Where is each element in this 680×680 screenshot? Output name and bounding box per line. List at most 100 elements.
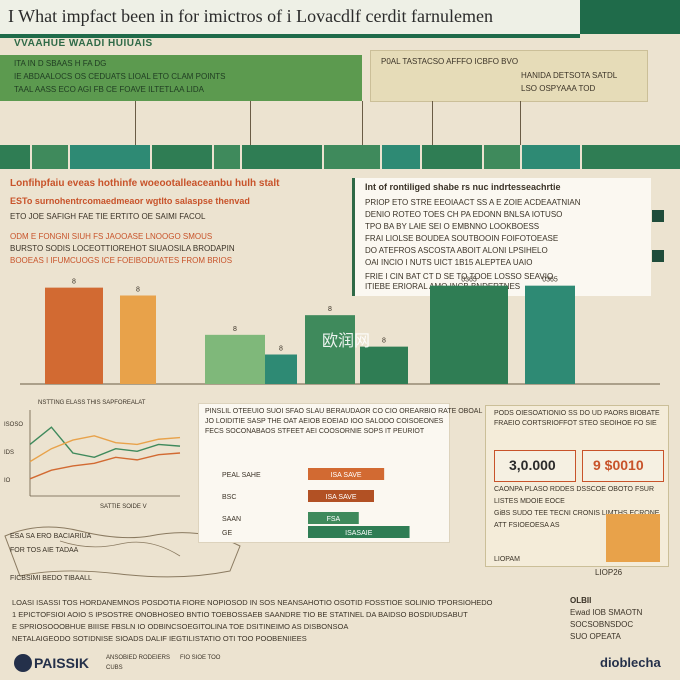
- panel-line: FRAI LIOLSE BOUDEA SOUTBOOIN FOIFOTOEASE: [365, 234, 559, 243]
- footer-line: E SPRIOSOOOBHUE BIIISE FBSLN IO ODBINCSO…: [12, 622, 349, 631]
- footer-line: NETALAIGEODO SOTIDNISE SIOADS DALIF IEGT…: [12, 634, 307, 643]
- side-line: SOCSOBNSDOC: [570, 620, 634, 629]
- kpi-box: 9 $0010: [582, 450, 664, 482]
- brand-name-2: dioblecha: [600, 655, 661, 670]
- hbar-data-label: ISASAIE: [345, 530, 373, 537]
- kpi-box: 3,0.000: [494, 450, 576, 482]
- kpi-line: CAONPA PLASO RDDES DSSCOE OBOTO FSUR: [494, 486, 654, 493]
- timeline-tick: [432, 101, 433, 145]
- hbar: [308, 526, 410, 538]
- top-green-band: ITA IN D SBAAS H FA DG IE ABDAALOCS OS C…: [0, 55, 362, 101]
- map-path: [59, 540, 181, 557]
- title-accent: [580, 0, 680, 34]
- panel-line: TPO BA BY LAIE SEI O EMBNNO LOOKBOESS: [365, 222, 540, 231]
- brand-logo: [14, 654, 32, 672]
- bar: [430, 285, 508, 384]
- footer-line: LOASI ISASSI TOS HORDANEMNOS POSDOTIA FI…: [12, 598, 493, 607]
- kpi-panel: PODS OIESOATIONIO SS DO UD PAORS BIOBATE…: [485, 405, 669, 567]
- kpi-line: GiBS SUDO TEE TECNI CRONIS LIMTHS ECRONE: [494, 510, 660, 517]
- top-info-box: P0AL TASTACSO AFFFO ICBFO BVO HANIDA DET…: [370, 50, 648, 102]
- hbar-data-label: ISA SAVE: [331, 472, 362, 479]
- side-line: SUO OPEATA: [570, 632, 621, 641]
- panel-headline: Int of rontiliged shabe rs nuc indrtesse…: [365, 182, 561, 192]
- line-series: [29, 426, 181, 459]
- bar: [265, 354, 297, 384]
- bar: [305, 315, 355, 384]
- x-axis-label: SATTIE SOIDE V: [100, 504, 147, 510]
- bar: [45, 287, 103, 384]
- band-line: IE ABDAALOCS OS CEDUATS LIOAL ETO CLAM P…: [14, 72, 226, 81]
- map-line: FICBSIMI BEDO TIBAALL: [10, 575, 92, 582]
- kpi-axis: LIOPAM: [494, 556, 520, 563]
- timeline-tick: [362, 101, 363, 145]
- panel-marker: [652, 250, 664, 262]
- footer-line: 1 EPICTOFSIOI AOIO S IPSOSTRE ONOBHOSEO …: [12, 610, 468, 619]
- page-title: I What impfact been in for imictros of i…: [8, 6, 493, 26]
- bar: [360, 346, 408, 384]
- bar-data-label: 8: [382, 338, 386, 345]
- line-chart: NSTTING ELASS THIS SAPFOREALAT ISOSO IDS IO…: [4, 400, 181, 510]
- bar-data-label: 0365: [542, 277, 558, 284]
- bar: [120, 295, 156, 384]
- bar-data-label: 8: [233, 326, 237, 333]
- brand-name: PAISSIK: [34, 655, 89, 671]
- left-line: BURSTO SODIS LOCEOTTIOREHOT SIUAOSILA BR…: [10, 244, 235, 253]
- panel-line: PRIOP ETO STRE EEOIAACT SS A E ZOIE ACDE…: [365, 198, 581, 207]
- side-line: OLBII: [570, 596, 592, 605]
- hbar: [308, 512, 359, 524]
- y-tick-label: ISOSO: [4, 422, 23, 428]
- kpi-value: 3,0.000: [509, 457, 556, 473]
- line-series: [29, 435, 181, 463]
- info-line: LSO OSPYAAA TOD: [521, 84, 596, 93]
- panel-line: FRIE I CIN BAT CT D SE TO TOOE LOSSO SEA…: [365, 272, 554, 281]
- left-line: BOOEAS I IFUMCUOGS ICE FOEIBODUATES FROM…: [10, 256, 233, 265]
- bar-chart: 8 8 8 8 8 8 0365 0365: [20, 277, 660, 385]
- brand-sub: ANSOBIED RODEIERS: [106, 655, 171, 661]
- bar-data-label: 8: [72, 279, 76, 286]
- line-series: [29, 452, 181, 480]
- page-subtitle: VVAAHUE WAADI HUIUAIS: [14, 38, 153, 49]
- hbar-category: BSC: [222, 494, 236, 501]
- panel-line: DENIO ROTEO TOES CH PA EDONN BNLSA IOTUS…: [365, 210, 563, 219]
- left-subhead: ESTo surnohentrcomaedmeaor wgtlto salasp…: [10, 196, 250, 206]
- panel-line: OAI INCIO I NUTS UICT 1B15 ALEPTEA UAIO: [365, 258, 533, 267]
- info-line: P0AL TASTACSO AFFFO ICBFO BVO: [381, 57, 519, 66]
- line-chart-title: NSTTING ELASS THIS SAPFOREALAT: [38, 400, 146, 406]
- timeline-tick: [135, 101, 136, 145]
- info-line: HANIDA DETSOTA SATDL: [521, 71, 618, 80]
- y-tick-label: IO: [4, 478, 11, 484]
- hbar-data-label: ISA SAVE: [326, 494, 357, 501]
- bar-data-label: 8: [279, 346, 283, 353]
- y-tick-label: IDS: [4, 450, 14, 456]
- hbar: [308, 490, 374, 502]
- map-line: ESA SA ERO BACIARIUA: [10, 533, 92, 540]
- kpi-header-line: FRAEIO CORTSRIOFFOT STEO SEOIHOE FO SIE: [494, 420, 657, 427]
- left-line: ODM E FONGNI SIUH FS JAOOASE LNOOGO SMOU…: [10, 232, 213, 241]
- title-bar: [0, 0, 680, 38]
- timeline-tick: [520, 101, 521, 145]
- bar: [525, 285, 575, 384]
- kpi-bar: [606, 514, 660, 562]
- bar-data-label: 8: [136, 287, 140, 294]
- panel-marker: [652, 210, 664, 222]
- hbar-data-label: FSA: [327, 516, 341, 523]
- left-line: ETO JOE SAFIGH FAE TIE ERTITO OE SAIMI F…: [10, 212, 206, 221]
- band-line: TAAL AASS ECO AGI FB CE FOAVE ILTETLAA L…: [14, 85, 204, 94]
- hbar-category: GE: [222, 530, 232, 537]
- bar: [205, 334, 265, 384]
- hbar-category: PEAL SAHE: [222, 472, 261, 479]
- kpi-axis: LIOP26: [595, 568, 623, 577]
- mid-line: PINSLIL OTEEUIO SUOI SFAO SLAU BERAUDAOR…: [205, 408, 483, 415]
- hbar-chart: ISA SAVE PEAL SAHE ISA SAVE BSC FSA SAAN ISASA…: [222, 468, 410, 538]
- brand-sub: CUBS: [106, 665, 123, 671]
- left-headline: Lonfihpfaiu eveas hothinfe woeootalleace…: [10, 178, 280, 189]
- color-stripe: [0, 145, 680, 169]
- kpi-value: 9 $0010: [593, 457, 644, 473]
- panel-line: DO ATEFROS ASCOSTA ABOIT ALONI LPSIHELO: [365, 246, 548, 255]
- mid-line: JO LOIDITIE SASP THE OAT AEIOB EOEIAD IO…: [205, 418, 444, 425]
- hbar-category: SAAN: [222, 516, 241, 523]
- brand-sub: FIO SIOE TOO: [180, 655, 221, 661]
- mid-line: FECS SOCONABAOS STFEET AEI COOSORNIE SOP…: [205, 428, 425, 435]
- hbar: [308, 468, 385, 480]
- band-line: ITA IN D SBAAS H FA DG: [14, 59, 107, 68]
